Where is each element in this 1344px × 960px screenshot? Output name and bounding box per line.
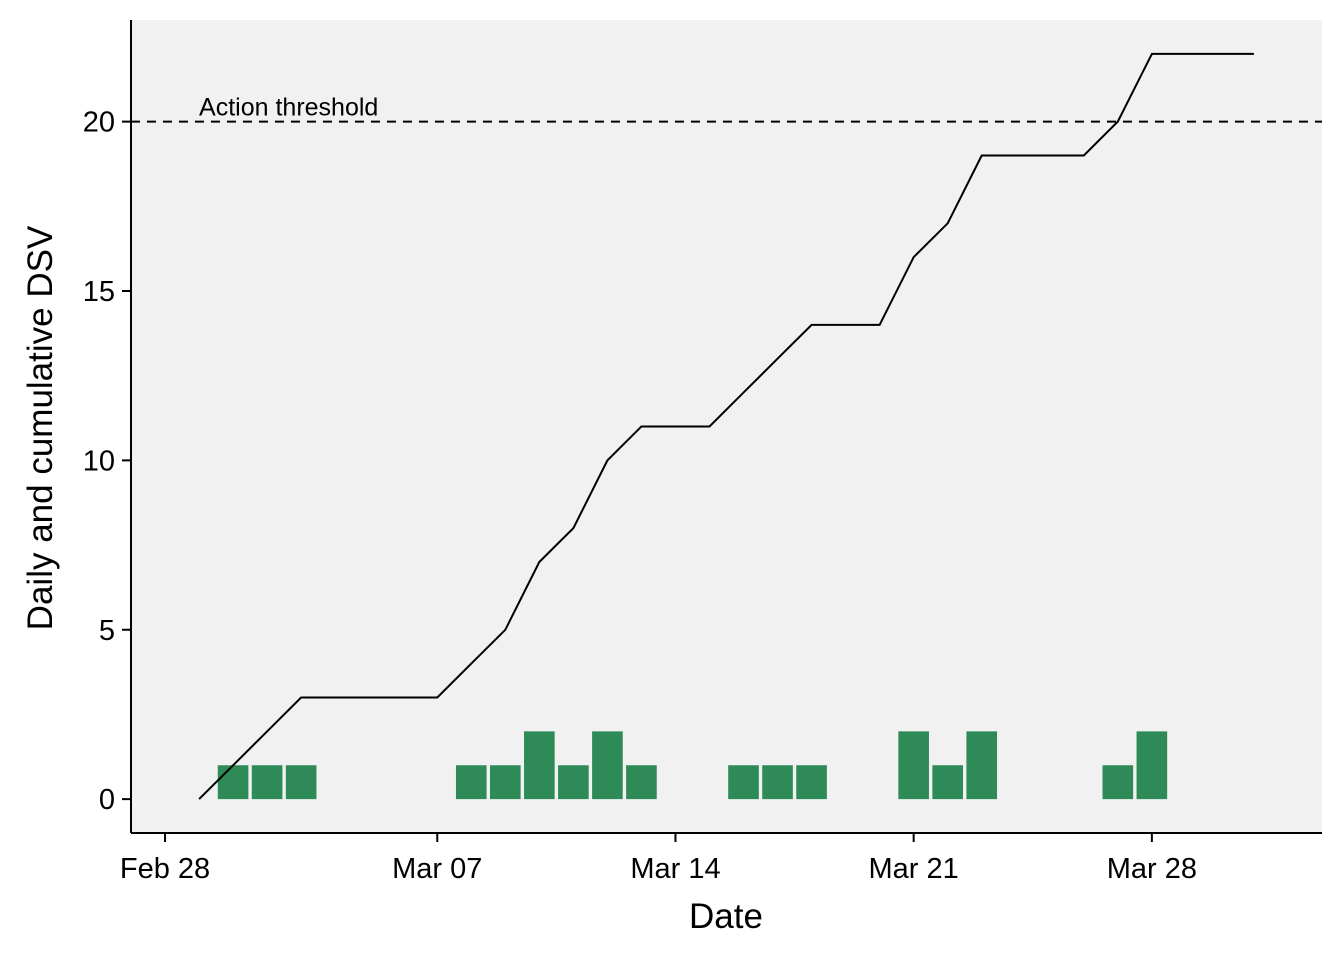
bars-layer — [217, 731, 1168, 800]
daily-bar-14 — [966, 731, 998, 800]
x-tick-label-3: Mar 21 — [869, 853, 959, 885]
daily-bar-6 — [558, 765, 589, 800]
y-tick-label-3: 15 — [83, 276, 115, 308]
line-layer — [198, 52, 1254, 800]
daily-bar-8 — [626, 765, 657, 800]
daily-bar-11 — [796, 765, 827, 800]
y-tick-label-2: 10 — [83, 445, 115, 477]
y-tick-label-0: 0 — [99, 784, 115, 816]
y-ticks: 0 5 10 15 20 — [83, 107, 131, 816]
axes-layer — [130, 20, 1322, 834]
daily-bar-15 — [1102, 765, 1134, 800]
daily-bar-7 — [592, 731, 623, 800]
x-ticks: Feb 28 Mar 07 Mar 14 Mar 21 Mar 28 — [120, 833, 1197, 885]
x-tick-label-2: Mar 14 — [630, 853, 720, 885]
y-tick-label-1: 5 — [99, 615, 115, 647]
y-axis-title: Daily and cumulative DSV — [21, 225, 60, 630]
y-tick-label-4: 20 — [83, 107, 115, 139]
threshold-label: Action threshold — [199, 94, 378, 122]
x-tick-label-4: Mar 28 — [1107, 853, 1197, 885]
daily-bar-9 — [728, 765, 759, 800]
reference-line-layer: Action threshold — [131, 94, 1322, 123]
daily-bar-0 — [217, 765, 249, 800]
x-axis-title: Date — [689, 897, 763, 936]
cumulative-line — [198, 52, 1254, 800]
daily-bar-13 — [932, 765, 963, 800]
daily-bar-1 — [251, 765, 283, 800]
plot-background — [131, 20, 1322, 833]
daily-bar-2 — [285, 765, 317, 800]
daily-bar-3 — [455, 765, 487, 800]
daily-bar-12 — [898, 731, 929, 800]
daily-bar-4 — [490, 765, 521, 800]
x-tick-label-1: Mar 07 — [392, 853, 482, 885]
daily-bar-10 — [762, 765, 793, 800]
daily-bar-16 — [1136, 731, 1168, 800]
x-tick-label-0: Feb 28 — [120, 853, 210, 885]
daily-bar-5 — [524, 731, 555, 800]
